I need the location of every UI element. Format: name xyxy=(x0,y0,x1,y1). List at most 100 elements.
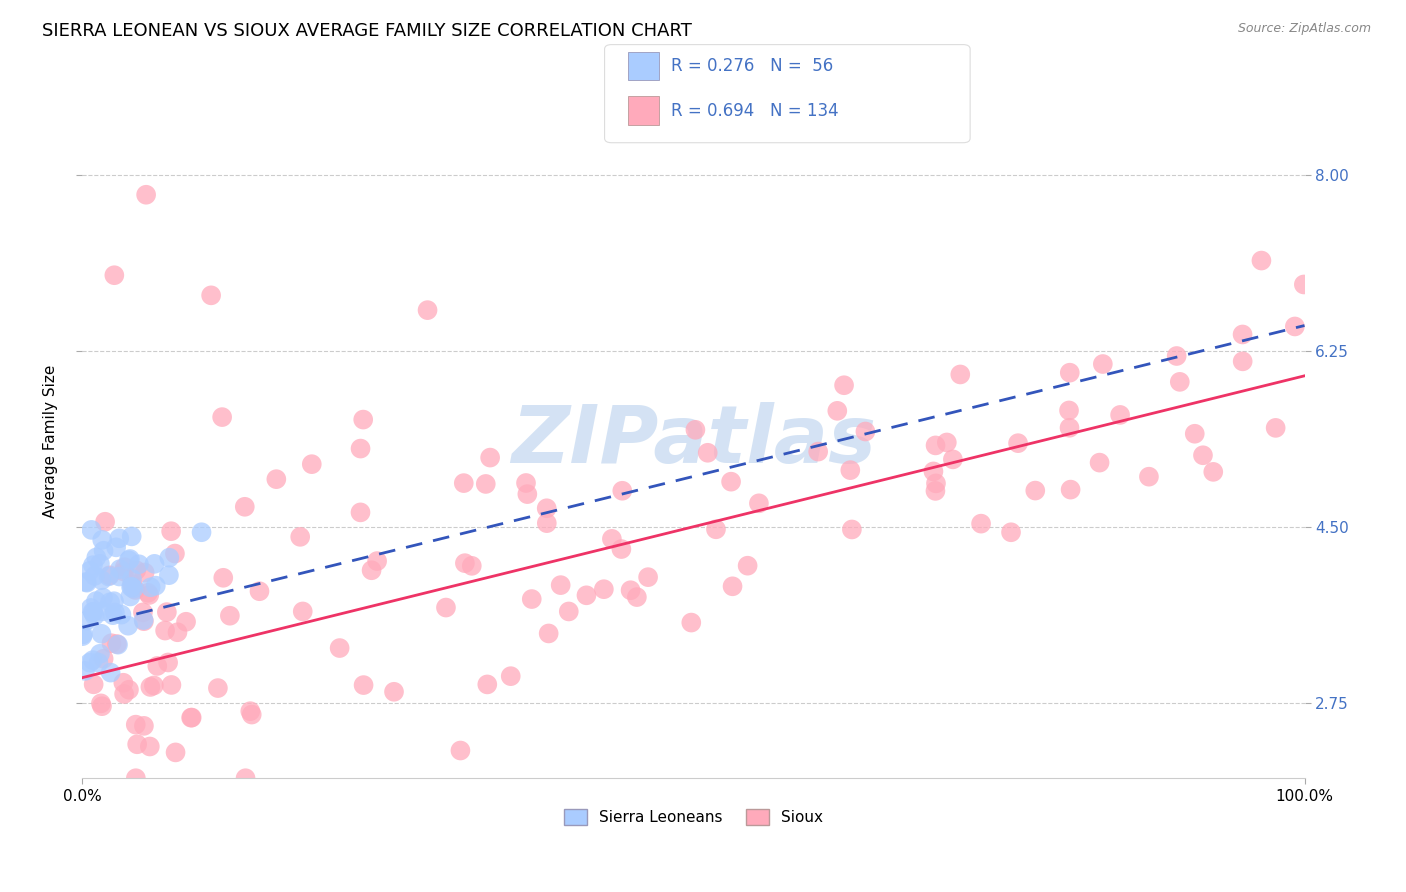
Point xyxy=(474,477,496,491)
Point xyxy=(935,435,957,450)
Point xyxy=(135,187,157,202)
Point xyxy=(91,533,114,547)
Point xyxy=(138,588,160,602)
Point xyxy=(75,574,97,589)
Point xyxy=(82,605,104,619)
Point xyxy=(449,743,471,757)
Point xyxy=(366,554,388,568)
Point xyxy=(477,677,499,691)
Point xyxy=(1192,448,1215,462)
Point xyxy=(721,579,744,593)
Point xyxy=(1232,354,1254,368)
Point xyxy=(108,569,131,583)
Point xyxy=(91,591,114,605)
Point xyxy=(207,681,229,695)
Point xyxy=(132,606,155,620)
Point xyxy=(100,636,122,650)
Point xyxy=(499,669,522,683)
Point xyxy=(290,530,312,544)
Point xyxy=(166,625,188,640)
Point xyxy=(121,529,143,543)
Point xyxy=(132,614,155,628)
Point xyxy=(1000,525,1022,540)
Point xyxy=(461,558,484,573)
Point xyxy=(114,560,136,574)
Point xyxy=(1137,469,1160,483)
Point xyxy=(190,525,212,540)
Point xyxy=(76,614,98,628)
Point xyxy=(211,410,233,425)
Point xyxy=(924,483,946,498)
Point xyxy=(200,288,222,302)
Point xyxy=(1202,465,1225,479)
Point xyxy=(841,523,863,537)
Point xyxy=(536,501,558,516)
Point xyxy=(212,571,235,585)
Point xyxy=(233,500,256,514)
Point xyxy=(516,487,538,501)
Point xyxy=(84,550,107,565)
Y-axis label: Average Family Size: Average Family Size xyxy=(44,365,58,518)
Point xyxy=(619,583,641,598)
Point xyxy=(1024,483,1046,498)
Point xyxy=(83,605,105,619)
Point xyxy=(112,565,135,579)
Legend: Sierra Leoneans, Sioux: Sierra Leoneans, Sioux xyxy=(558,803,830,831)
Point xyxy=(97,569,120,583)
Point xyxy=(704,522,727,536)
Point xyxy=(349,442,371,456)
Point xyxy=(83,569,105,583)
Point xyxy=(537,626,560,640)
Point xyxy=(93,543,115,558)
Point xyxy=(132,613,155,627)
Point xyxy=(329,641,352,656)
Point xyxy=(121,580,143,594)
Point xyxy=(136,586,159,600)
Point xyxy=(180,711,202,725)
Point xyxy=(72,629,94,643)
Point xyxy=(104,606,127,620)
Point xyxy=(291,604,314,618)
Point xyxy=(922,464,945,478)
Point xyxy=(550,578,572,592)
Point xyxy=(1166,349,1188,363)
Point xyxy=(125,771,148,785)
Point xyxy=(1007,436,1029,450)
Point xyxy=(737,558,759,573)
Point xyxy=(103,594,125,608)
Point xyxy=(98,568,121,582)
Point xyxy=(827,404,849,418)
Point xyxy=(1284,319,1306,334)
Point xyxy=(575,588,598,602)
Point xyxy=(105,637,128,651)
Point xyxy=(1059,366,1081,380)
Text: SIERRA LEONEAN VS SIOUX AVERAGE FAMILY SIZE CORRELATION CHART: SIERRA LEONEAN VS SIOUX AVERAGE FAMILY S… xyxy=(42,22,692,40)
Point xyxy=(142,678,165,692)
Point xyxy=(121,577,143,591)
Point xyxy=(536,516,558,530)
Point xyxy=(143,557,166,571)
Point xyxy=(479,450,502,465)
Text: R = 0.276   N =  56: R = 0.276 N = 56 xyxy=(671,57,832,75)
Point xyxy=(174,615,197,629)
Point xyxy=(139,680,162,694)
Point xyxy=(1059,421,1081,435)
Point xyxy=(108,562,131,576)
Point xyxy=(454,556,477,570)
Point xyxy=(558,604,581,618)
Point xyxy=(626,590,648,604)
Point xyxy=(83,677,105,691)
Point xyxy=(839,463,862,477)
Point xyxy=(89,557,111,571)
Point xyxy=(118,682,141,697)
Point xyxy=(91,699,114,714)
Point xyxy=(79,564,101,578)
Point xyxy=(132,719,155,733)
Point xyxy=(163,547,186,561)
Point xyxy=(80,523,103,537)
Point xyxy=(160,524,183,539)
Point xyxy=(696,446,718,460)
Point xyxy=(146,659,169,673)
Point xyxy=(165,745,187,759)
Point xyxy=(685,423,707,437)
